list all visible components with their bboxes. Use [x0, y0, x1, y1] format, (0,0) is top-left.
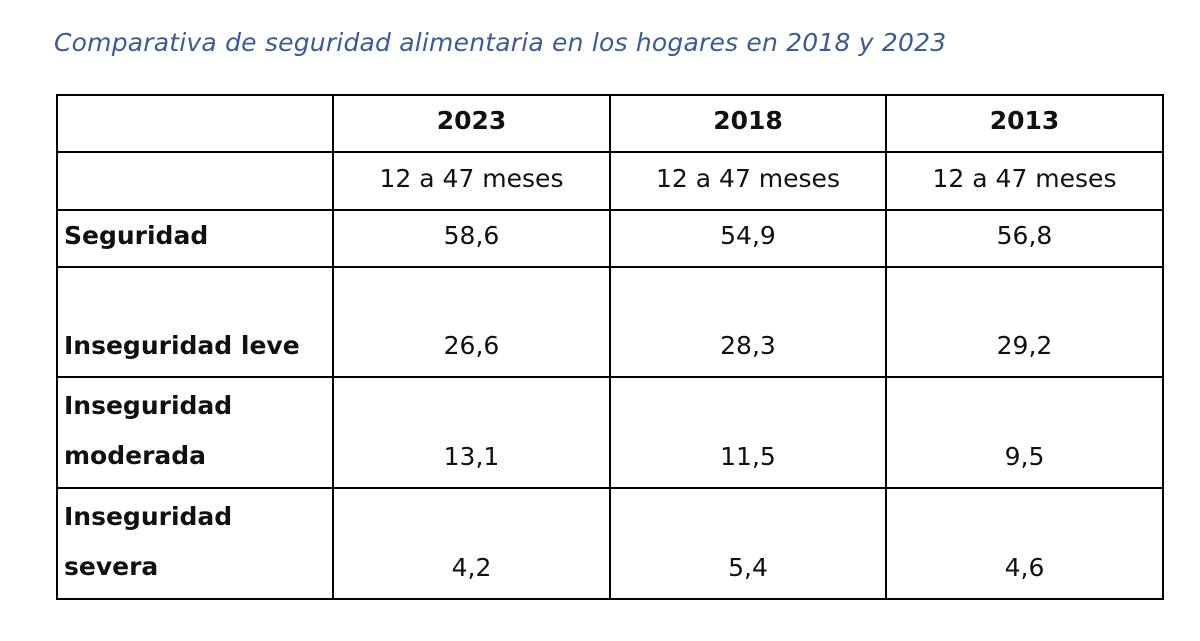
value-cell: 5,4	[609, 487, 887, 600]
table-row: Seguridad 58,6 54,9 56,8	[56, 209, 1164, 268]
table-row: Inseguridad moderada 13,1 11,5 9,5	[56, 376, 1164, 489]
page-title: Comparativa de seguridad alimentaria en …	[54, 28, 947, 57]
age-range-cell: 12 a 47 meses	[332, 151, 611, 211]
food-security-table: 2023 2018 2013 12 a 47 meses 12 a 47 mes…	[56, 94, 1164, 600]
row-label: Inseguridad leve	[56, 266, 334, 378]
year-header: 2023	[332, 94, 611, 153]
age-range-row: 12 a 47 meses 12 a 47 meses 12 a 47 mese…	[56, 151, 1164, 211]
age-range-cell: 12 a 47 meses	[609, 151, 887, 211]
table-header-row: 2023 2018 2013	[56, 94, 1164, 153]
value-cell: 58,6	[332, 209, 611, 268]
value-cell: 29,2	[885, 266, 1164, 378]
table-row: Inseguridad severa 4,2 5,4 4,6	[56, 487, 1164, 600]
value-cell: 11,5	[609, 376, 887, 489]
row-label: Inseguridad moderada	[56, 376, 334, 489]
value-cell: 9,5	[885, 376, 1164, 489]
value-cell: 13,1	[332, 376, 611, 489]
year-header: 2018	[609, 94, 887, 153]
value-cell: 4,6	[885, 487, 1164, 600]
row-label: Inseguridad severa	[56, 487, 334, 600]
row-label: Seguridad	[56, 209, 334, 268]
age-range-cell: 12 a 47 meses	[885, 151, 1164, 211]
empty-cell	[56, 94, 334, 153]
value-cell: 56,8	[885, 209, 1164, 268]
value-cell: 4,2	[332, 487, 611, 600]
table-row: Inseguridad leve 26,6 28,3 29,2	[56, 266, 1164, 378]
value-cell: 26,6	[332, 266, 611, 378]
year-header: 2013	[885, 94, 1164, 153]
empty-cell	[56, 151, 334, 211]
value-cell: 54,9	[609, 209, 887, 268]
value-cell: 28,3	[609, 266, 887, 378]
